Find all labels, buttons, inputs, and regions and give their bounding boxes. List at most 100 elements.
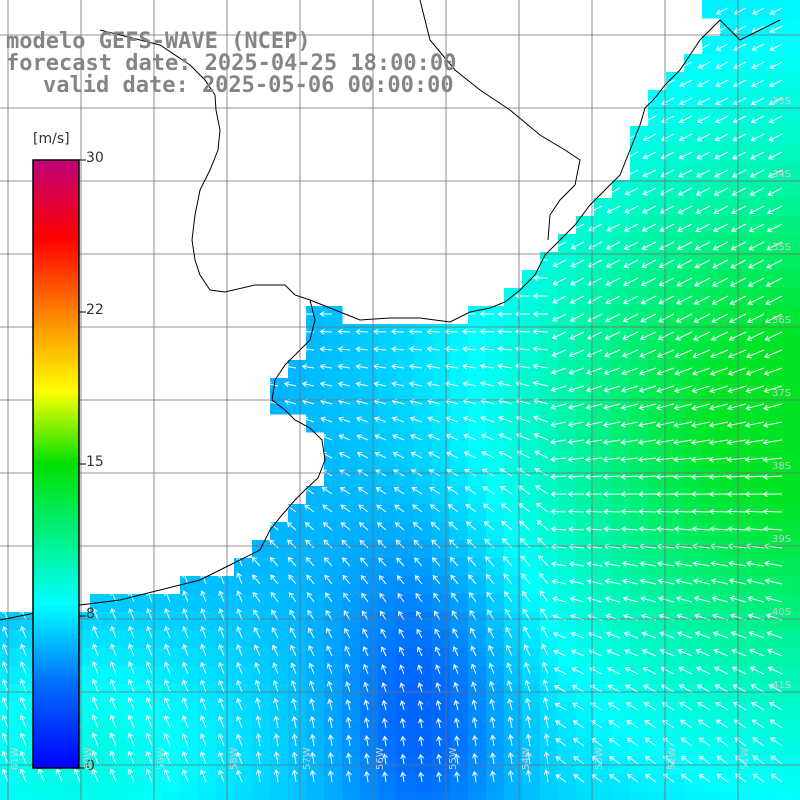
wind-arrow <box>417 682 424 693</box>
wind-arrow <box>327 698 333 711</box>
wind-arrow <box>543 733 550 747</box>
speed-cell <box>774 0 793 19</box>
speed-cell <box>594 774 613 793</box>
speed-cell <box>180 666 199 685</box>
wind-arrow <box>542 697 549 711</box>
speed-cell <box>288 684 307 703</box>
wind-arrow <box>622 578 639 585</box>
wind-arrow <box>2 643 9 657</box>
speed-cell <box>702 738 721 757</box>
wind-arrow <box>362 628 369 639</box>
wind-arrow <box>418 771 424 783</box>
wind-arrow <box>626 773 639 783</box>
speed-cell <box>342 432 361 451</box>
speed-cell <box>666 792 685 800</box>
wind-arrow <box>218 697 225 711</box>
wind-arrow <box>732 133 747 142</box>
speed-cell <box>756 720 775 739</box>
latitude-label: 39S <box>772 534 792 545</box>
speed-cell <box>252 666 271 685</box>
wind-arrow <box>658 259 675 269</box>
speed-cell <box>252 594 271 613</box>
speed-cell <box>720 18 739 37</box>
latitude-label: 38S <box>772 461 792 472</box>
speed-cell <box>18 774 37 793</box>
wind-arrow <box>471 681 477 693</box>
wind-arrow <box>446 486 459 495</box>
speed-cell <box>558 774 577 793</box>
speed-cell <box>774 450 793 469</box>
speed-cell <box>54 774 73 793</box>
wind-arrow <box>769 7 783 15</box>
speed-cell <box>576 414 595 433</box>
speed-cell <box>468 612 487 631</box>
speed-cell <box>324 522 343 541</box>
wind-arrow <box>381 664 387 675</box>
wind-arrow <box>381 699 388 711</box>
speed-cell <box>324 396 343 415</box>
speed-cell <box>738 72 757 91</box>
wind-arrow <box>253 626 261 639</box>
speed-cell <box>774 702 793 721</box>
wind-arrow <box>373 363 387 370</box>
speed-cell <box>252 720 271 739</box>
wind-arrow <box>641 649 657 657</box>
wind-arrow <box>585 473 603 480</box>
wind-arrow <box>626 737 639 747</box>
speed-cell <box>666 738 685 757</box>
speed-cell <box>522 468 541 487</box>
speed-cell <box>774 774 793 793</box>
longitude-label: 61W <box>10 747 21 770</box>
wind-arrow <box>322 504 333 513</box>
speed-cell <box>540 630 559 649</box>
speed-cell <box>198 684 217 703</box>
speed-cell <box>504 468 523 487</box>
speed-cell <box>666 162 685 181</box>
wind-arrow <box>554 720 567 729</box>
speed-cell <box>396 684 415 703</box>
wind-arrow <box>182 661 189 675</box>
speed-cell <box>594 558 613 577</box>
wind-arrow <box>291 715 298 729</box>
wind-arrow <box>253 644 261 657</box>
speed-cell <box>486 774 505 793</box>
wind-arrow <box>1 679 9 693</box>
speed-cell <box>432 594 451 613</box>
speed-cell <box>612 558 631 577</box>
wind-arrow <box>236 608 243 621</box>
wind-arrow <box>19 714 27 729</box>
wind-arrow <box>236 733 243 747</box>
speed-cell <box>720 666 739 685</box>
wind-arrow <box>273 751 280 765</box>
speed-cell <box>126 792 145 800</box>
wind-arrow <box>304 522 315 531</box>
wind-arrow <box>479 346 495 352</box>
wind-arrow <box>751 7 765 15</box>
speed-cell <box>288 666 307 685</box>
wind-arrow <box>694 241 711 251</box>
speed-cell <box>342 360 361 379</box>
speed-cell <box>558 504 577 523</box>
wind-arrow <box>607 684 621 693</box>
speed-cell <box>756 666 775 685</box>
speed-cell <box>666 720 685 739</box>
speed-cell <box>774 162 793 181</box>
wind-arrow <box>626 719 639 729</box>
wind-arrow <box>396 575 405 585</box>
speed-cell <box>468 594 487 613</box>
wind-arrow <box>301 381 315 388</box>
wind-arrow <box>763 385 783 394</box>
speed-cell <box>792 378 800 397</box>
speed-cell <box>252 792 271 800</box>
wind-arrow <box>355 328 369 335</box>
speed-cell <box>630 144 649 163</box>
speed-cell <box>612 684 631 703</box>
speed-cell <box>774 540 793 559</box>
wind-arrow <box>715 61 729 69</box>
wind-arrow <box>567 421 585 428</box>
wind-arrow <box>302 416 315 423</box>
speed-cell <box>234 684 253 703</box>
wind-arrow <box>359 539 369 549</box>
speed-cell <box>108 702 127 721</box>
speed-cell <box>756 702 775 721</box>
